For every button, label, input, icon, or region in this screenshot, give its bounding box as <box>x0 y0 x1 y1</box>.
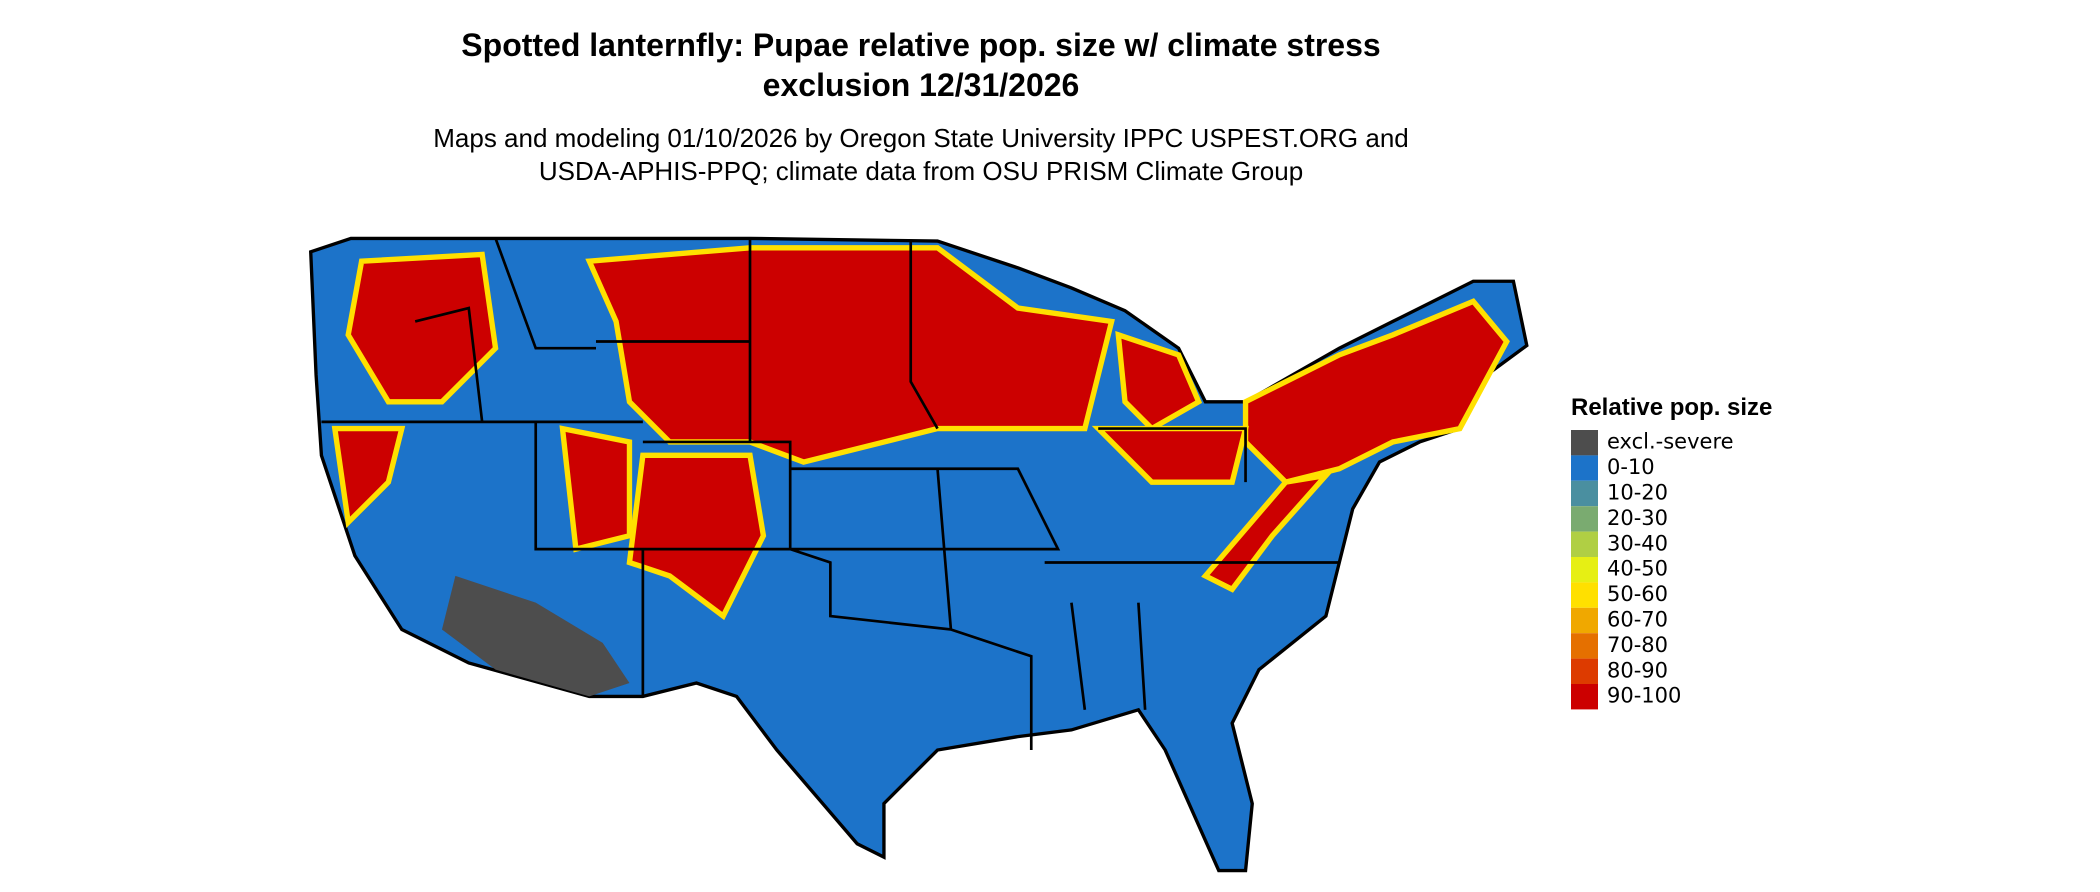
legend-label: 50-60 <box>1607 582 1668 606</box>
legend-label: excl.-severe <box>1607 430 1734 454</box>
legend-label: 10-20 <box>1607 481 1668 505</box>
us-outline <box>308 236 1529 873</box>
legend-swatch <box>1571 582 1598 608</box>
state-borders <box>321 237 1340 751</box>
legend-label: 40-50 <box>1607 557 1668 581</box>
us-map <box>308 236 1529 873</box>
legend-swatch <box>1571 531 1598 557</box>
legend-title: Relative pop. size <box>1571 394 1772 421</box>
legend-label: 80-90 <box>1607 658 1668 682</box>
legend-label: 60-70 <box>1607 608 1668 632</box>
subtitle-line: Maps and modeling 01/10/2026 by Oregon S… <box>433 123 1409 153</box>
legend-swatch <box>1571 684 1598 710</box>
subtitle-line: USDA-APHIS-PPQ; climate data from OSU PR… <box>539 156 1303 186</box>
legend-swatch <box>1571 506 1598 532</box>
legend-label: 70-80 <box>1607 633 1668 657</box>
legend-swatch <box>1571 633 1598 659</box>
legend-swatch <box>1571 607 1598 634</box>
legend-swatch <box>1571 557 1598 583</box>
legend-label: 20-30 <box>1607 506 1668 530</box>
legend-swatch <box>1571 658 1598 684</box>
legend-swatch <box>1571 480 1598 507</box>
legend-label: 0-10 <box>1607 455 1655 479</box>
legend-swatch <box>1571 430 1598 456</box>
title-line: exclusion 12/31/2026 <box>763 67 1080 103</box>
title-line: Spotted lanternfly: Pupae relative pop. … <box>461 27 1380 63</box>
excluded-area <box>441 575 630 697</box>
legend-label: 90-100 <box>1607 684 1681 708</box>
legend-label: 30-40 <box>1607 531 1668 555</box>
legend: excl.-severe0-1010-2020-3030-4040-5050-6… <box>1571 430 1734 710</box>
legend-swatch <box>1571 455 1598 481</box>
